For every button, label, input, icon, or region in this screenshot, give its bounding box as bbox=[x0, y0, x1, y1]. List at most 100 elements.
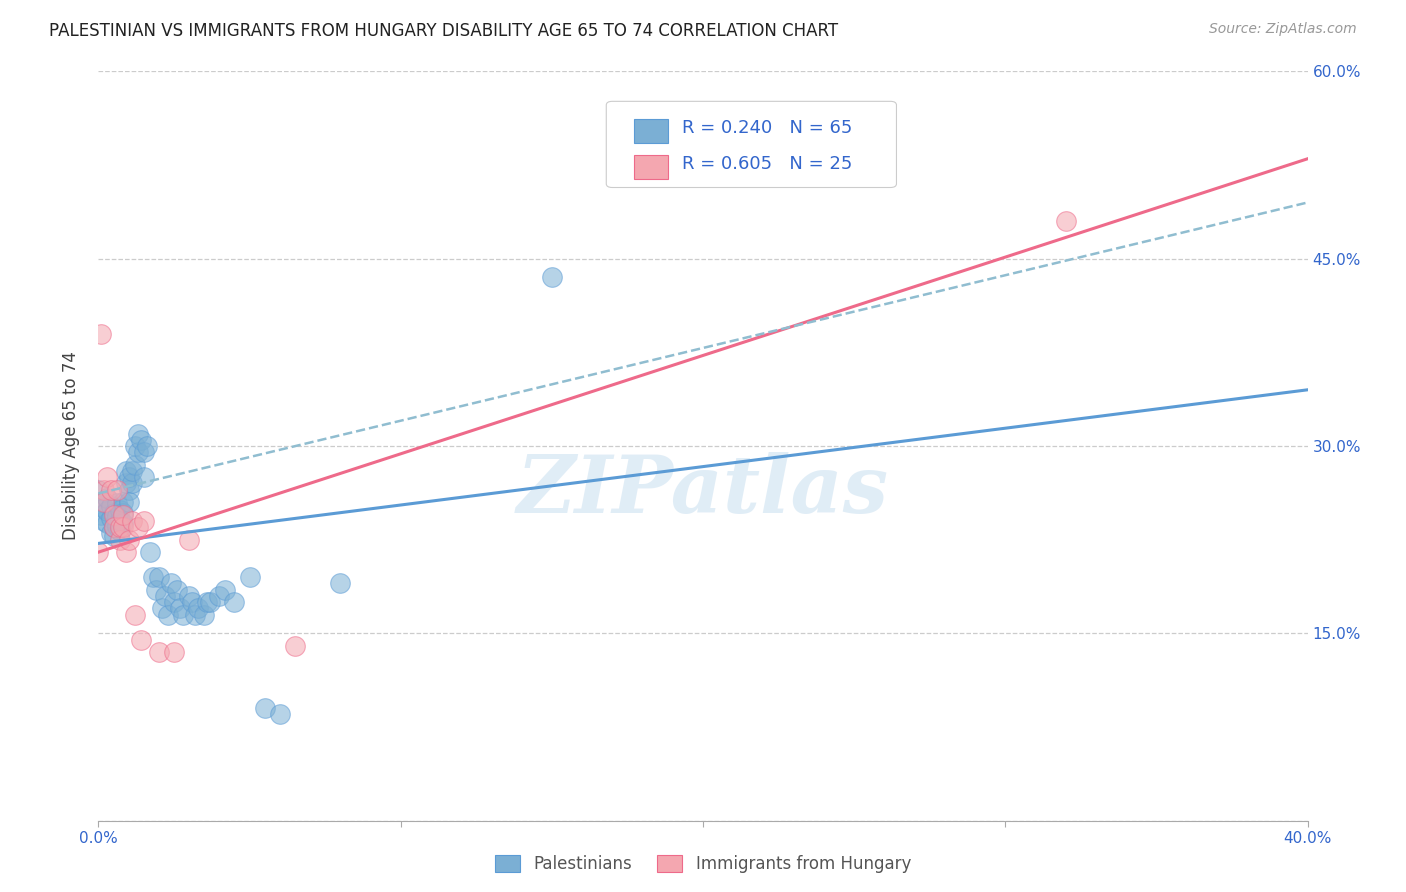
Bar bbox=[634, 119, 668, 143]
Point bbox=[105, 519, 128, 533]
Point bbox=[96, 516, 118, 531]
Point bbox=[224, 595, 246, 609]
Point bbox=[108, 513, 131, 527]
Point bbox=[195, 595, 218, 609]
Text: R = 0.605   N = 25: R = 0.605 N = 25 bbox=[682, 154, 853, 172]
Point bbox=[142, 570, 165, 584]
Point bbox=[132, 514, 155, 528]
Point bbox=[135, 439, 157, 453]
Point bbox=[93, 495, 115, 509]
Bar bbox=[634, 154, 668, 178]
Point bbox=[163, 645, 186, 659]
Point bbox=[111, 516, 134, 531]
Point bbox=[111, 507, 134, 521]
Point bbox=[103, 520, 125, 534]
Point bbox=[105, 496, 128, 510]
Point bbox=[121, 514, 143, 528]
Point bbox=[90, 508, 112, 522]
Point bbox=[100, 483, 122, 497]
Point bbox=[105, 483, 128, 497]
Point bbox=[132, 470, 155, 484]
FancyBboxPatch shape bbox=[606, 102, 897, 187]
Point bbox=[90, 495, 112, 509]
Point bbox=[129, 433, 152, 447]
Point bbox=[181, 595, 204, 609]
Point bbox=[108, 502, 131, 516]
Y-axis label: Disability Age 65 to 74: Disability Age 65 to 74 bbox=[62, 351, 80, 541]
Point bbox=[160, 576, 183, 591]
Point bbox=[145, 582, 167, 597]
Point bbox=[121, 476, 143, 491]
Text: ZIPatlas: ZIPatlas bbox=[517, 452, 889, 530]
Point bbox=[96, 504, 118, 518]
Point bbox=[139, 545, 162, 559]
Text: Source: ZipAtlas.com: Source: ZipAtlas.com bbox=[1209, 22, 1357, 37]
Point bbox=[169, 601, 191, 615]
Point bbox=[93, 483, 115, 497]
Point bbox=[87, 545, 110, 559]
Point bbox=[193, 607, 215, 622]
Point bbox=[179, 533, 201, 547]
Text: R = 0.240   N = 65: R = 0.240 N = 65 bbox=[682, 119, 853, 136]
Point bbox=[150, 601, 173, 615]
Point bbox=[87, 483, 110, 497]
Point bbox=[124, 607, 146, 622]
Point bbox=[148, 645, 170, 659]
Point bbox=[184, 607, 207, 622]
Point bbox=[105, 508, 128, 523]
Point bbox=[111, 520, 134, 534]
Point bbox=[129, 632, 152, 647]
Point bbox=[96, 491, 118, 506]
Point bbox=[93, 514, 115, 528]
Point bbox=[103, 507, 125, 521]
Point bbox=[100, 499, 122, 513]
Point bbox=[118, 533, 141, 547]
Point bbox=[96, 470, 118, 484]
Point bbox=[172, 607, 194, 622]
Point bbox=[153, 589, 176, 603]
Point bbox=[93, 501, 115, 516]
Point bbox=[118, 483, 141, 497]
Point bbox=[114, 476, 136, 491]
Point bbox=[127, 426, 149, 441]
Point bbox=[108, 533, 131, 547]
Point bbox=[100, 511, 122, 525]
Point bbox=[108, 520, 131, 534]
Point bbox=[111, 508, 134, 522]
Point bbox=[132, 445, 155, 459]
Point bbox=[121, 464, 143, 478]
Point bbox=[269, 707, 291, 722]
Point bbox=[200, 595, 222, 609]
Point bbox=[253, 701, 276, 715]
Point bbox=[114, 464, 136, 478]
Point bbox=[127, 520, 149, 534]
Point bbox=[118, 470, 141, 484]
Point bbox=[114, 545, 136, 559]
Point bbox=[214, 582, 236, 597]
Point bbox=[111, 495, 134, 509]
Point bbox=[163, 595, 186, 609]
Point bbox=[329, 576, 352, 591]
Point bbox=[1054, 214, 1077, 228]
Point bbox=[103, 508, 125, 522]
Point bbox=[187, 601, 209, 615]
Point bbox=[118, 495, 141, 509]
Point bbox=[127, 445, 149, 459]
Point bbox=[179, 589, 201, 603]
Point bbox=[103, 529, 125, 543]
Legend: Palestinians, Immigrants from Hungary: Palestinians, Immigrants from Hungary bbox=[488, 848, 918, 880]
Point bbox=[208, 589, 231, 603]
Point bbox=[239, 570, 262, 584]
Point bbox=[148, 570, 170, 584]
Point bbox=[124, 439, 146, 453]
Point bbox=[166, 582, 188, 597]
Point bbox=[103, 520, 125, 534]
Point bbox=[108, 524, 131, 538]
Point bbox=[540, 270, 562, 285]
Point bbox=[100, 526, 122, 541]
Point bbox=[90, 326, 112, 341]
Text: PALESTINIAN VS IMMIGRANTS FROM HUNGARY DISABILITY AGE 65 TO 74 CORRELATION CHART: PALESTINIAN VS IMMIGRANTS FROM HUNGARY D… bbox=[49, 22, 838, 40]
Point bbox=[156, 607, 179, 622]
Point bbox=[124, 458, 146, 472]
Point bbox=[284, 639, 307, 653]
